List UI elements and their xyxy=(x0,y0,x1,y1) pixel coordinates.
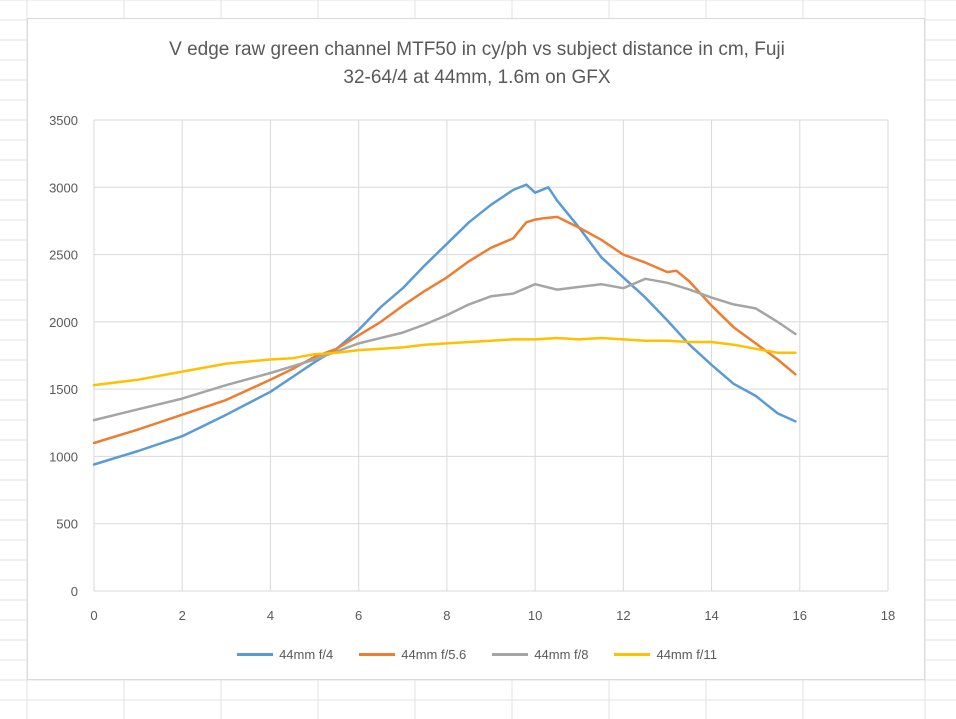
plot-area: 0 500 1000 1500 2000 2500 3000 3500 0 2 4 6 8 10 12 14 1… xyxy=(49,113,895,623)
x-tick-label: 0 xyxy=(90,608,97,623)
y-tick-label: 1000 xyxy=(49,449,78,464)
series-line-1 xyxy=(92,215,797,445)
legend-item-f8: 44mm f/8 xyxy=(492,647,588,662)
series-line-0 xyxy=(92,183,797,466)
x-tick-label: 16 xyxy=(793,608,807,623)
y-tick-label: 2000 xyxy=(49,315,78,330)
legend-item-f4: 44mm f/4 xyxy=(237,647,333,662)
series-line-2 xyxy=(92,277,797,422)
y-tick-label: 500 xyxy=(56,517,78,532)
x-tick-label: 4 xyxy=(267,608,274,623)
x-tick-label: 18 xyxy=(881,608,895,623)
y-tick-label: 3500 xyxy=(49,113,78,128)
x-tick-label: 8 xyxy=(443,608,450,623)
y-tick-label: 0 xyxy=(71,584,78,599)
x-tick-label: 12 xyxy=(616,608,630,623)
x-tick-label: 2 xyxy=(179,608,186,623)
legend-label-f5-6: 44mm f/5.6 xyxy=(401,647,467,662)
x-tick-label: 14 xyxy=(704,608,718,623)
legend-label-f8: 44mm f/8 xyxy=(534,647,589,662)
legend: 44mm f/4 44mm f/5.6 44mm f/8 44mm f/11 xyxy=(28,647,926,662)
y-tick-label: 2500 xyxy=(49,248,78,263)
legend-label-f11: 44mm f/11 xyxy=(656,647,717,662)
legend-label-f4: 44mm f/4 xyxy=(279,647,334,662)
x-tick-label: 10 xyxy=(528,608,542,623)
legend-swatch-f5-6 xyxy=(359,653,396,656)
y-tick-label: 3000 xyxy=(49,180,78,195)
chart-title-line-2: 32-64/4 at 44mm, 1.6m on GFX xyxy=(343,67,611,88)
legend-item-f5-6: 44mm f/5.6 xyxy=(359,647,466,662)
legend-swatch-f8 xyxy=(492,653,529,656)
legend-item-f11: 44mm f/11 xyxy=(614,647,717,662)
legend-swatch-f11 xyxy=(614,653,651,656)
chart-title-line-1: V edge raw green channel MTF50 in cy/ph … xyxy=(169,39,785,60)
series-line-3 xyxy=(92,336,797,387)
y-tick-label: 1500 xyxy=(49,382,78,397)
chart-area[interactable]: 0 500 1000 1500 2000 2500 3000 3500 0 2 4 6 8 10 12 14 1… xyxy=(27,18,925,680)
legend-swatch-f4 xyxy=(237,653,274,656)
x-tick-label: 6 xyxy=(355,608,362,623)
